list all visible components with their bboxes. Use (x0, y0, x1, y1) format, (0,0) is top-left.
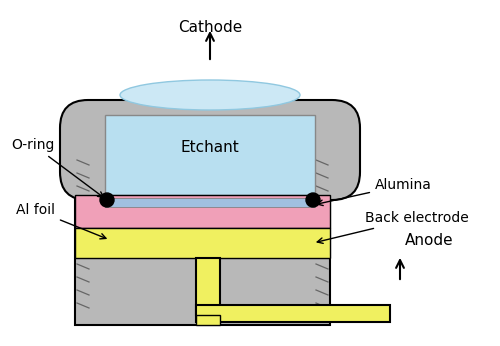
Bar (196, 258, 220, 315)
Bar (75, 155, 330, 325)
Text: Al foil: Al foil (16, 203, 106, 239)
Circle shape (306, 193, 320, 207)
Text: Etchant: Etchant (180, 140, 240, 155)
Ellipse shape (120, 80, 300, 110)
Text: Cathode: Cathode (178, 20, 242, 35)
Text: Anode: Anode (405, 233, 454, 248)
Bar (196, 305, 390, 322)
Bar (196, 315, 220, 325)
Bar (105, 115, 315, 195)
FancyBboxPatch shape (60, 100, 360, 200)
Text: O-ring: O-ring (12, 138, 104, 198)
Bar (75, 195, 330, 228)
Bar (105, 115, 315, 195)
Text: Back electrode: Back electrode (317, 211, 469, 243)
Bar (105, 198, 315, 207)
Text: Alumina: Alumina (317, 178, 432, 206)
Circle shape (100, 193, 114, 207)
Bar (75, 228, 330, 258)
